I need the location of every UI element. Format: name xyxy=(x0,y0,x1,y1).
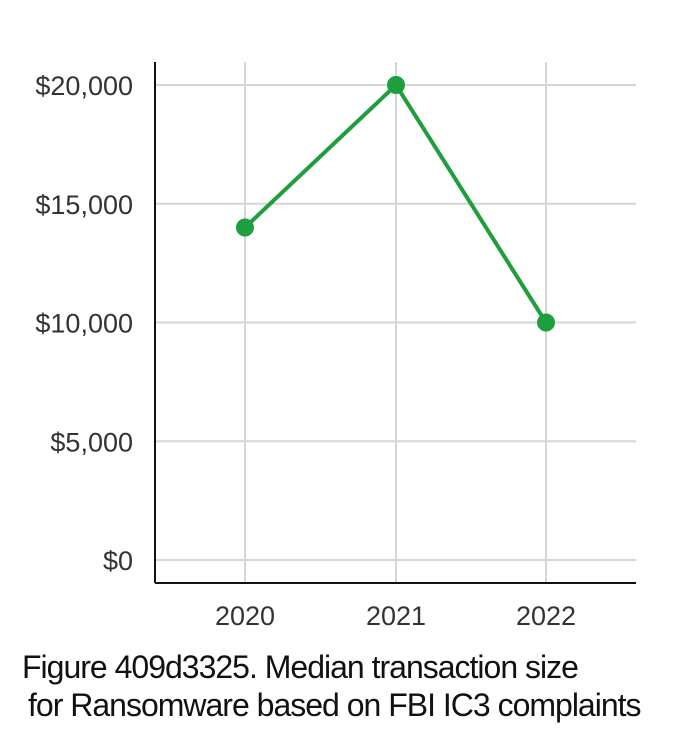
grid-lines xyxy=(155,62,636,583)
axes xyxy=(154,62,636,584)
data-series xyxy=(236,76,555,332)
y-tick-label: $20,000 xyxy=(35,71,133,101)
line-chart: $0$5,000$10,000$15,000$20,000 2020 2021 20… xyxy=(35,62,636,631)
data-point xyxy=(236,218,254,237)
y-tick-label: $10,000 xyxy=(35,309,133,339)
x-tick-label: 2021 xyxy=(366,601,426,631)
y-tick-label: $5,000 xyxy=(50,427,133,457)
caption-line-2: for Ransomware based on FBI IC3 complain… xyxy=(28,687,642,723)
x-tick-label: 2020 xyxy=(215,601,275,631)
y-axis-ticks: $0 $5,000 $10,000 $15,000 $20,000 xyxy=(35,71,133,576)
caption-line-1: Figure 409d3325. Median transaction size xyxy=(22,649,579,685)
figure-caption: Figure 409d3325. Median transaction size… xyxy=(0,648,699,724)
data-point xyxy=(387,76,405,94)
y-tick-label: $15,000 xyxy=(35,190,133,220)
y-tick-label: $0 xyxy=(103,546,133,576)
x-tick-label: 2022 xyxy=(516,601,576,631)
x-axis-ticks: 2020 2021 2022 xyxy=(215,601,576,631)
data-point xyxy=(537,313,555,332)
